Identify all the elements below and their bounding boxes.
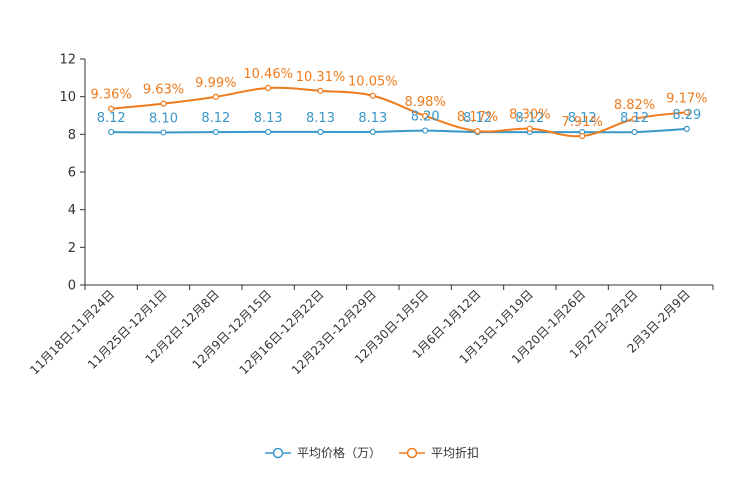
discount-data-label: 8.98%: [405, 95, 446, 110]
x-tick-label: 11月18日-11月24日: [27, 287, 117, 377]
price-data-label: 8.12: [463, 111, 492, 126]
price-series-line: [111, 127, 687, 134]
legend-item-discount[interactable]: 平均折扣: [399, 444, 479, 461]
discount-point: [526, 125, 533, 132]
discount-data-label: 8.17%: [457, 110, 498, 125]
legend-item-price[interactable]: 平均价格（万）: [264, 444, 381, 461]
discount-point: [108, 105, 115, 112]
price-data-label: 8.12: [620, 111, 649, 126]
y-tick-label: 2: [68, 241, 76, 256]
discount-point: [212, 93, 219, 100]
price-point: [631, 128, 638, 136]
discount-data-label: 7.91%: [562, 115, 603, 130]
discount-data-label: 10.46%: [243, 67, 293, 82]
discount-data-label: 9.99%: [195, 76, 236, 91]
price-data-label: 8.13: [254, 111, 283, 126]
price-data-label: 8.12: [515, 111, 544, 126]
y-tick-label: 6: [68, 166, 76, 181]
data-labels: 8.12 8.10 8.12 8.13 8.13 8.13 8.20 8.12 8.12 8.12…: [91, 67, 708, 130]
legend-label-discount: 平均折扣: [431, 446, 480, 460]
price-point: [160, 129, 167, 136]
discount-data-label: 8.82%: [614, 98, 655, 113]
price-point: [265, 128, 272, 135]
price-data-label: 8.29: [672, 108, 701, 123]
price-data-label: 8.12: [97, 111, 126, 126]
price-data-label: 8.13: [306, 111, 335, 126]
y-tick-label: 8: [68, 128, 76, 143]
y-tick-label: 0: [68, 279, 76, 294]
discount-point: [631, 115, 638, 122]
price-data-label: 8.20: [411, 110, 440, 125]
discount-data-label: 10.05%: [348, 75, 398, 90]
discount-point: [579, 132, 586, 140]
discount-data-label: 8.30%: [509, 108, 550, 123]
discount-data-label: 9.63%: [143, 83, 184, 98]
y-tick-label: 12: [59, 53, 76, 68]
legend-price-marker-icon: [264, 447, 291, 458]
legend-label-price: 平均价格（万）: [296, 446, 381, 460]
discount-series-line: [111, 86, 687, 138]
discount-point: [317, 87, 324, 94]
discount-data-label: 9.17%: [666, 91, 707, 106]
price-data-label: 8.12: [201, 111, 230, 126]
y-tick-label: 4: [68, 203, 76, 218]
series-layer: [108, 84, 690, 140]
price-point: [212, 128, 219, 136]
price-point: [369, 128, 376, 135]
discount-point: [160, 100, 167, 107]
price-point: [317, 128, 324, 135]
discount-data-label: 10.31%: [296, 70, 346, 85]
discount-point: [265, 84, 272, 92]
discount-point: [369, 92, 376, 99]
price-point: [683, 125, 690, 132]
legend-discount-marker-icon: [399, 447, 425, 458]
price-point: [422, 127, 429, 134]
price-data-label: 8.13: [358, 111, 387, 126]
discount-data-label: 9.36%: [91, 88, 132, 103]
discount-point: [474, 128, 481, 135]
price-point: [108, 128, 115, 136]
discount-point: [422, 112, 429, 119]
price-data-label: 8.12: [568, 111, 597, 126]
price-data-label: 8.10: [149, 111, 178, 126]
legend: 平均价格（万） 平均折扣: [0, 444, 744, 461]
y-tick-label: 10: [59, 90, 76, 105]
discount-point: [683, 109, 690, 116]
